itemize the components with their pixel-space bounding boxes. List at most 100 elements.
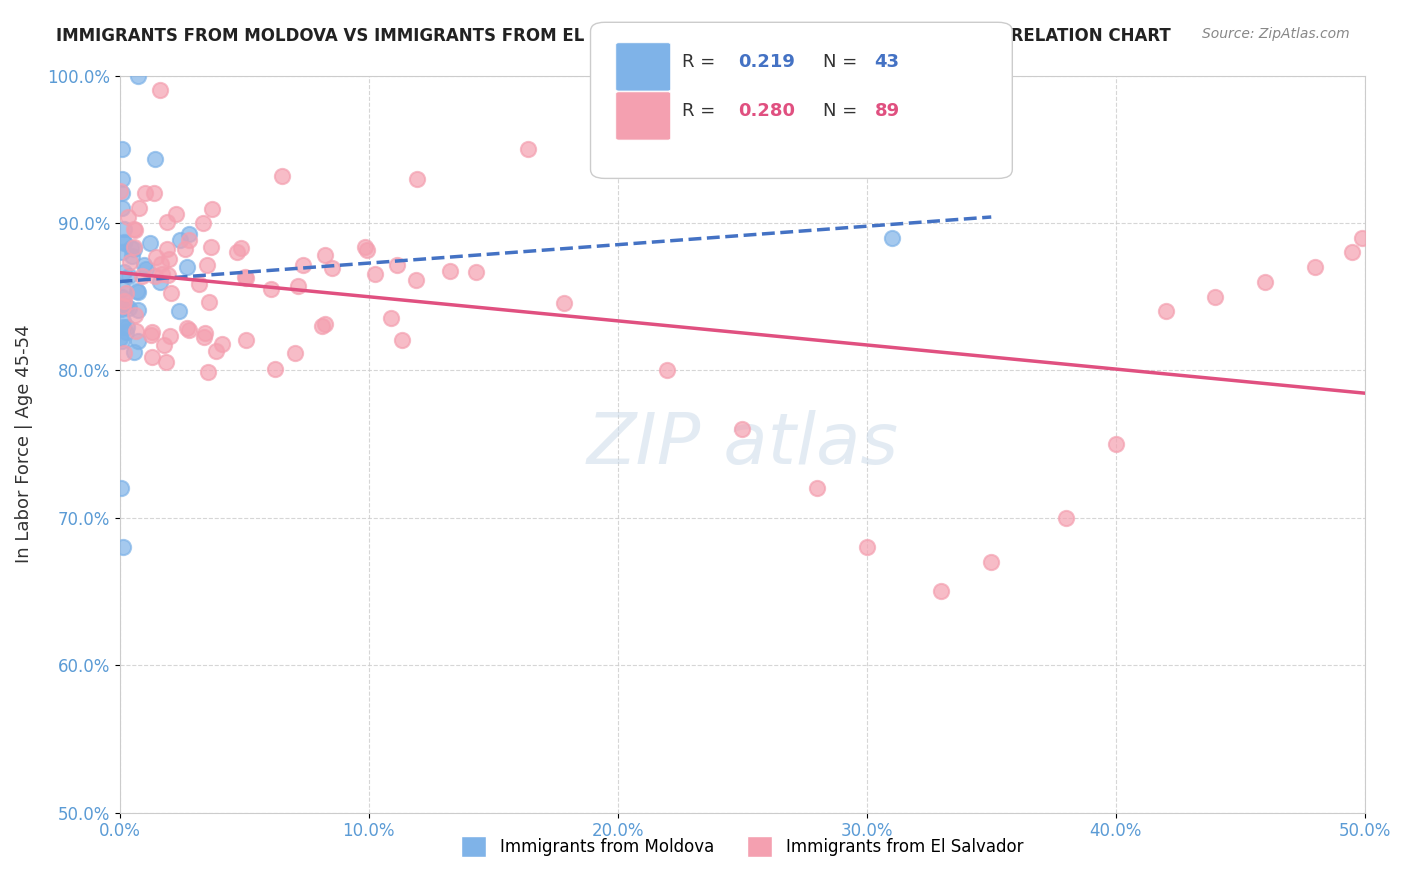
Point	[176, 321, 198, 335]
Point	[439, 264, 461, 278]
Point	[150, 257, 173, 271]
Point	[110, 302, 132, 317]
Point	[124, 324, 146, 338]
Point	[110, 298, 132, 312]
Point	[1254, 275, 1277, 289]
Point	[112, 235, 135, 250]
Point	[1204, 290, 1226, 304]
Point	[134, 186, 156, 200]
Point	[118, 268, 141, 283]
Point	[806, 481, 828, 495]
Point	[235, 270, 257, 285]
Point	[115, 319, 138, 334]
Point	[880, 230, 903, 244]
Text: IMMIGRANTS FROM MOLDOVA VS IMMIGRANTS FROM EL SALVADOR IN LABOR FORCE | AGE 45-5: IMMIGRANTS FROM MOLDOVA VS IMMIGRANTS FR…	[56, 27, 1171, 45]
Point	[127, 284, 149, 298]
Point	[931, 584, 953, 599]
Point	[110, 481, 132, 495]
Point	[188, 277, 211, 292]
Point	[134, 258, 156, 272]
Point	[406, 171, 429, 186]
Point	[380, 311, 402, 326]
Point	[235, 334, 257, 348]
Point	[193, 329, 215, 343]
Point	[111, 299, 134, 313]
Point	[121, 249, 143, 263]
Point	[139, 328, 162, 343]
Point	[124, 345, 146, 359]
Point	[211, 337, 233, 351]
Point	[155, 215, 177, 229]
Point	[111, 314, 134, 328]
Point	[271, 169, 294, 184]
Point	[1154, 304, 1177, 318]
Point	[135, 262, 157, 277]
Point	[115, 325, 138, 339]
Point	[176, 260, 198, 274]
Point	[174, 242, 197, 256]
Point	[1054, 510, 1077, 524]
Point	[1341, 245, 1364, 260]
Point	[159, 329, 181, 343]
Point	[112, 540, 135, 554]
Text: 0.219: 0.219	[738, 54, 794, 71]
Point	[157, 268, 180, 282]
Point	[405, 273, 427, 287]
Point	[160, 286, 183, 301]
Point	[127, 303, 149, 318]
Point	[141, 325, 163, 339]
Text: ZIP atlas: ZIP atlas	[586, 409, 898, 478]
Point	[205, 343, 228, 358]
Point	[287, 278, 309, 293]
Point	[1351, 230, 1374, 244]
Point	[167, 304, 190, 318]
Point	[127, 69, 149, 83]
Point	[231, 242, 253, 256]
Point	[391, 333, 413, 347]
Point	[124, 308, 146, 322]
Point	[553, 296, 575, 310]
Text: R =: R =	[682, 103, 721, 120]
Point	[157, 252, 180, 266]
Point	[201, 202, 224, 217]
Text: N =: N =	[823, 103, 862, 120]
Point	[284, 346, 307, 360]
Point	[149, 275, 172, 289]
Point	[112, 293, 135, 308]
Point	[193, 216, 215, 230]
Point	[112, 345, 135, 359]
Point	[120, 241, 142, 255]
Point	[657, 363, 679, 377]
Point	[177, 233, 200, 247]
Point	[149, 83, 172, 97]
Point	[110, 185, 132, 199]
Point	[143, 152, 166, 166]
Point	[127, 285, 149, 299]
Point	[111, 320, 134, 334]
Point	[122, 242, 145, 256]
Point	[112, 265, 135, 279]
Point	[264, 362, 287, 376]
Text: R =: R =	[682, 54, 721, 71]
Y-axis label: In Labor Force | Age 45-54: In Labor Force | Age 45-54	[15, 325, 32, 564]
Point	[122, 240, 145, 254]
Point	[156, 242, 179, 256]
Point	[141, 351, 163, 365]
Point	[225, 245, 247, 260]
Point	[143, 268, 166, 283]
Point	[314, 318, 336, 332]
Point	[855, 540, 877, 554]
Point	[115, 285, 138, 300]
Point	[311, 319, 333, 334]
Point	[153, 337, 176, 351]
Point	[117, 210, 139, 224]
Point	[197, 294, 219, 309]
Point	[115, 299, 138, 313]
Point	[260, 282, 283, 296]
Point	[112, 235, 135, 250]
Point	[111, 245, 134, 260]
Point	[292, 258, 315, 272]
Point	[177, 323, 200, 337]
Point	[112, 222, 135, 236]
Point	[122, 222, 145, 236]
